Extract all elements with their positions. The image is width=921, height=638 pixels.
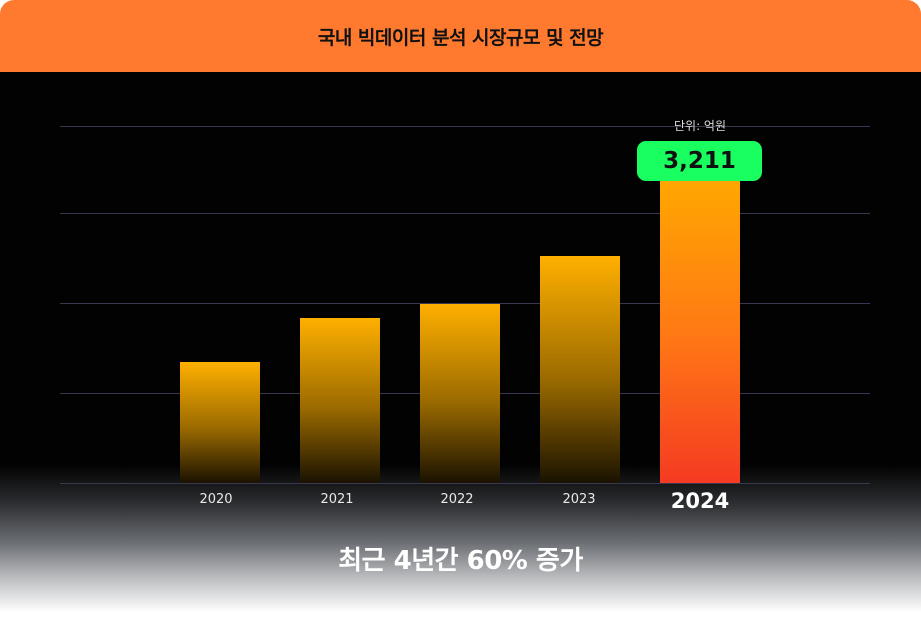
growth-caption: 최근 4년간 60% 증가	[338, 546, 583, 576]
bar-2020	[180, 362, 260, 483]
value-badge-2024: 3,211	[637, 141, 762, 181]
x-tick-label-highlight: 2024	[670, 489, 730, 513]
bar-2022	[420, 304, 500, 483]
bar-2024	[660, 178, 740, 483]
x-tick-label: 2023	[562, 492, 596, 507]
x-tick-label: 2022	[440, 492, 474, 507]
chart-header: 국내 빅데이터 분석 시장규모 및 전망	[0, 0, 921, 72]
gridline	[60, 213, 870, 214]
unit-label: 단위: 억원	[673, 119, 727, 133]
bar-2023	[540, 256, 620, 483]
chart-title: 국내 빅데이터 분석 시장규모 및 전망	[317, 26, 604, 49]
x-axis-baseline	[60, 483, 870, 484]
bar-2021	[300, 318, 380, 483]
x-tick-label: 2020	[199, 492, 233, 507]
gridline	[60, 126, 870, 127]
gridline	[60, 303, 870, 304]
x-tick-label: 2021	[320, 492, 354, 507]
